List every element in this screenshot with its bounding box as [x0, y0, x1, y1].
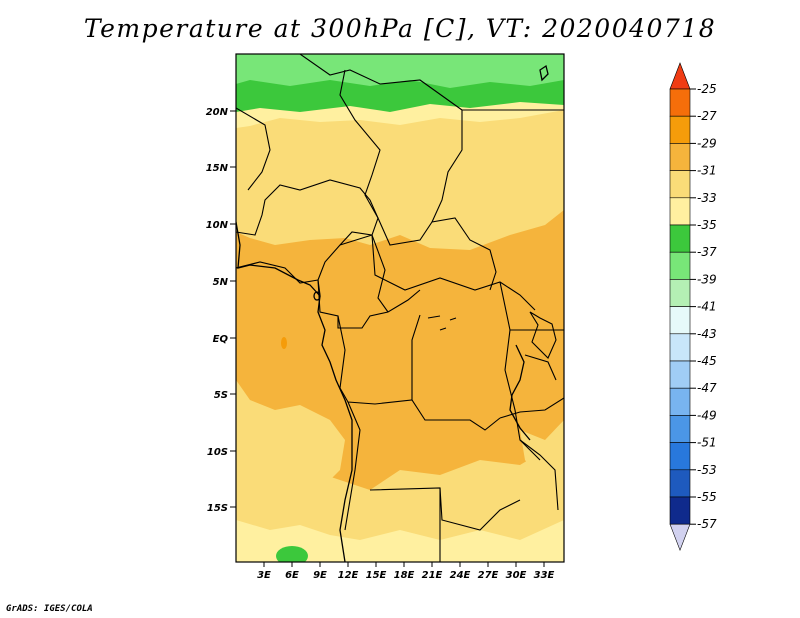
colorbar-cell [669, 360, 691, 389]
lat-label-10s: 10S [207, 447, 228, 458]
colorbar-cells [669, 62, 691, 552]
field-yellow-south [236, 520, 564, 562]
lat-label-5s: 5S [214, 390, 228, 401]
map-title: Temperature at 300hPa [C], VT: 202004071… [83, 14, 717, 43]
colorbar-tick-label: -55 [697, 490, 717, 504]
temperature-field [236, 54, 564, 562]
colorbar-tick-label: -29 [697, 136, 717, 150]
lat-label-eq: EQ [213, 334, 229, 345]
colorbar-cell [669, 251, 691, 280]
colorbar-tick-label: -33 [697, 191, 717, 205]
colorbar-cell [669, 115, 691, 144]
colorbar-tick-label: -49 [697, 408, 717, 422]
lat-label-5n: 5N [213, 277, 229, 288]
colorbar-cell [669, 197, 691, 226]
colorbar-tick-label: -35 [697, 218, 717, 232]
colorbar-cell [669, 333, 691, 362]
field-light-orange-southeast [520, 420, 564, 480]
field-darker-orange-spot [281, 337, 287, 349]
latitude-axis: 20N 15N 10N 5N EQ 5S 10S 15S [206, 107, 236, 514]
field-green-south-blob [276, 546, 308, 562]
colorbar-tick-label: -51 [697, 436, 717, 450]
colorbar-cell [669, 279, 691, 307]
colorbar-tick-label: -31 [697, 164, 717, 178]
country-boundaries [236, 54, 564, 562]
colorbar-tick-label: -37 [697, 245, 717, 259]
colorbar-cell [669, 88, 691, 117]
colorbar: -25 -27 -29 -31 -33 -35 -37 -39 -41 -43 -45 -47 -49 -… [669, 62, 717, 552]
colorbar-tick-label: -45 [697, 354, 717, 368]
colorbar-tick-label: -43 [697, 327, 717, 341]
colorbar-cell [669, 496, 691, 525]
lon-label-15e: 15E [366, 570, 387, 581]
colorbar-cell [669, 442, 691, 471]
lon-label-27e: 27E [478, 570, 499, 581]
colorbar-tick-label: -47 [697, 381, 717, 395]
coastline [236, 64, 549, 562]
colorbar-cell [669, 415, 691, 443]
colorbar-bottom-arrow [669, 523, 691, 552]
colorbar-tick-label: -53 [697, 463, 717, 477]
lat-label-15s: 15S [207, 503, 228, 514]
grads-credit: GrADS: IGES/COLA [6, 604, 93, 614]
colorbar-tick-label: -41 [697, 300, 717, 314]
lon-label-12e: 12E [338, 570, 359, 581]
lon-label-21e: 21E [422, 570, 443, 581]
lon-label-30e: 30E [506, 570, 527, 581]
map-frame [235, 53, 565, 563]
colorbar-tick-label: -27 [697, 109, 717, 123]
colorbar-tick-label: -39 [697, 272, 717, 286]
colorbar-cell [669, 143, 691, 171]
colorbar-cell [669, 306, 691, 335]
colorbar-cell [669, 469, 691, 498]
lat-label-15n: 15N [206, 163, 229, 174]
lat-label-20n: 20N [206, 107, 229, 118]
colorbar-top-arrow [669, 62, 691, 90]
colorbar-cell [669, 224, 691, 253]
longitude-axis: 3E 6E 9E 12E 15E 18E 21E 24E 27E 30E 33E [257, 562, 555, 581]
colorbar-tick-label: -25 [697, 82, 717, 96]
lat-label-10n: 10N [206, 220, 229, 231]
lon-label-9e: 9E [313, 570, 327, 581]
lon-label-24e: 24E [450, 570, 471, 581]
lon-label-3e: 3E [257, 570, 271, 581]
lon-label-18e: 18E [394, 570, 415, 581]
lon-label-33e: 33E [534, 570, 555, 581]
colorbar-cell [669, 387, 691, 416]
colorbar-ticks: -25 -27 -29 -31 -33 -35 -37 -39 -41 -43 -45 -47 -49 -… [690, 82, 717, 531]
colorbar-cell [669, 170, 691, 199]
lon-label-6e: 6E [285, 570, 299, 581]
field-light-green-north [236, 54, 564, 88]
colorbar-tick-label: -57 [697, 517, 717, 531]
